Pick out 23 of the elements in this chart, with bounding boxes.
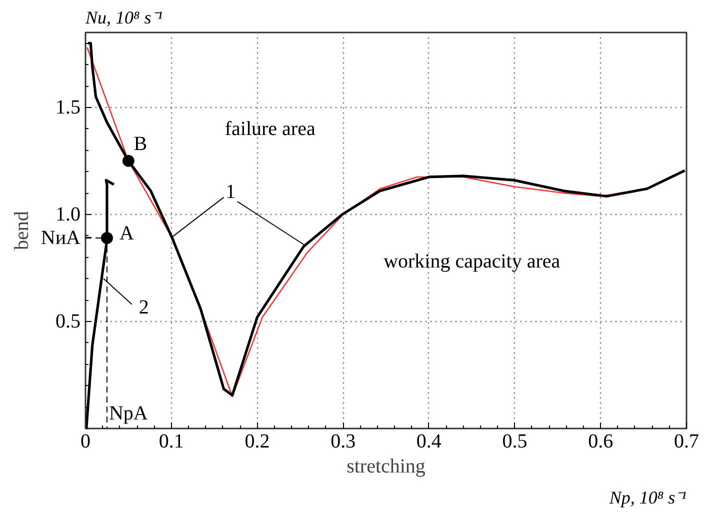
annotation: B xyxy=(134,132,148,155)
x-tick-label: 0.7 xyxy=(674,430,699,452)
text: Nи, 10⁸ s⁻¹ xyxy=(84,8,163,28)
x-tick-label: 0.6 xyxy=(588,430,614,452)
y-axis-title: bend xyxy=(10,211,33,250)
y-tick-label: 1.5 xyxy=(56,96,80,118)
x-tick-label: 0.2 xyxy=(244,430,270,452)
y-tick-label: NиA xyxy=(40,226,82,249)
y-tick-label: 1.0 xyxy=(56,203,80,226)
text: Np, 10⁸ s⁻¹ xyxy=(608,488,687,508)
annotation: A xyxy=(119,222,134,245)
x-tick-label: 0 xyxy=(80,430,90,452)
x-tick-label: 0.4 xyxy=(416,430,442,452)
x-axis-title: stretching xyxy=(346,456,426,478)
y-tick-label: 0.5 xyxy=(56,310,80,332)
x-tick-label: 0.1 xyxy=(158,430,184,452)
x-tick-label: 0.3 xyxy=(330,430,356,452)
annotation: NpA xyxy=(108,402,148,425)
annotation: failure area xyxy=(224,118,316,140)
annotation: 2 xyxy=(138,296,149,318)
annotation: 1 xyxy=(226,180,236,203)
x-tick-label: 0.5 xyxy=(502,430,528,452)
annotation: working capacity area xyxy=(384,250,560,273)
